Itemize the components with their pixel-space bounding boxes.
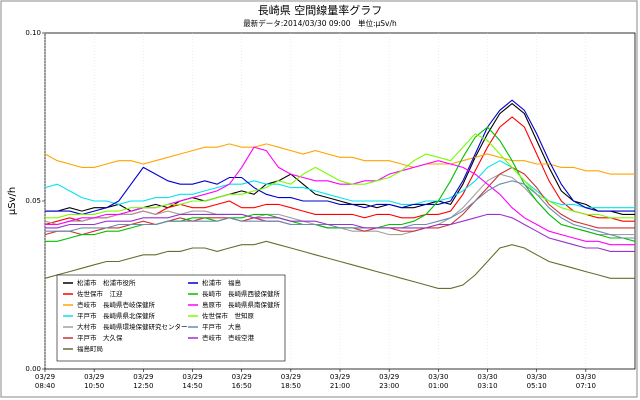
- x-tick-label: 03/29 08:40: [35, 373, 55, 390]
- legend-label: 福島町局: [77, 344, 103, 353]
- x-tick-label: 03/29 23:00: [379, 373, 399, 390]
- chart-title: 長崎県 空間線量率グラフ: [258, 3, 383, 17]
- chart-subtitle: 最新データ:2014/03/30 09:00 単位:μSv/h: [243, 18, 397, 28]
- legend-label: 長崎市 長崎県西彼保健所: [202, 289, 281, 298]
- x-tick-label: 03/29 21:00: [330, 373, 350, 390]
- x-tick-label: 03/30 05:10: [527, 373, 547, 390]
- x-tick-label: 03/30 07:10: [576, 373, 596, 390]
- x-tick-label: 03/29 18:50: [281, 373, 301, 390]
- legend-label: 平戸市 大島: [202, 322, 242, 331]
- series-line: [44, 160, 635, 209]
- legend-label: 大村市 長崎県環境保健研究センター: [77, 322, 188, 331]
- legend-label: 平戸市 長崎県県北保健所: [77, 311, 156, 320]
- x-tick-label: 03/29 16:50: [232, 373, 252, 390]
- y-tick-label: 0.10: [25, 29, 41, 37]
- x-tick-label: 03/30 03:10: [477, 373, 497, 390]
- series-line: [45, 180, 635, 239]
- series-line: [45, 99, 635, 215]
- x-tick-label: 03/29 14:50: [182, 373, 202, 390]
- legend-label: 松浦市 松浦市役所: [77, 278, 136, 287]
- legend-label: 佐世保市 江迎: [77, 289, 123, 298]
- x-tick-label: 03/30 01:00: [428, 373, 448, 390]
- legend-label: 平戸市 大久保: [77, 333, 123, 342]
- x-tick-label: 03/29 10:50: [84, 373, 104, 390]
- legend-label: 佐世保市 世知原: [202, 311, 255, 320]
- legend-label: 島原市 長崎県県南保健所: [202, 300, 281, 309]
- series-line: [44, 240, 635, 289]
- x-tick-label: 03/29 12:50: [133, 373, 153, 390]
- legend-label: 松浦市 福島: [202, 278, 242, 287]
- series-line: [45, 213, 635, 252]
- legend-label: 壱岐市 長崎県壱岐保健所: [77, 300, 156, 309]
- legend-box: [56, 274, 286, 362]
- series-line: [44, 143, 635, 175]
- y-tick-label: 0.05: [25, 197, 41, 205]
- legend-label: 壱岐市 壱岐空港: [202, 333, 255, 342]
- y-tick-label: 0.00: [25, 365, 41, 373]
- y-axis-label: μSv/h: [7, 187, 18, 215]
